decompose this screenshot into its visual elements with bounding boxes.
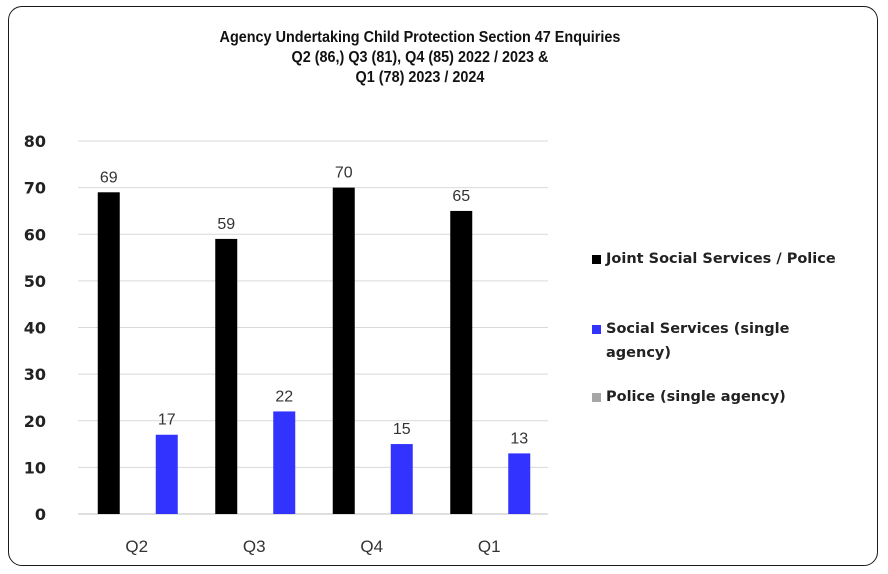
bar-joint-q2 bbox=[97, 192, 120, 514]
data-label: 59 bbox=[217, 216, 235, 233]
legend-label-joint: Joint Social Services / Police bbox=[606, 251, 836, 267]
chart-title-line-2: Q2 (86,) Q3 (81), Q4 (85) 2022 / 2023 & bbox=[291, 49, 549, 66]
bar-joint-q3 bbox=[215, 238, 238, 514]
data-label: 65 bbox=[452, 188, 470, 205]
bar-joint-q4 bbox=[332, 187, 355, 514]
x-tick-label: Q1 bbox=[478, 537, 501, 556]
chart-title: Agency Undertaking Child Protection Sect… bbox=[186, 28, 654, 88]
bar-joint-q1 bbox=[450, 210, 473, 514]
x-tick-label: Q4 bbox=[360, 537, 383, 556]
y-tick-label: 30 bbox=[24, 365, 46, 384]
chart-title-line-1: Agency Undertaking Child Protection Sect… bbox=[219, 29, 621, 46]
legend-item-social-services: Social Services (single agency) bbox=[592, 320, 822, 365]
data-label: 15 bbox=[393, 421, 411, 438]
data-label: 22 bbox=[275, 388, 293, 405]
data-label: 17 bbox=[158, 412, 176, 429]
y-tick-label: 0 bbox=[35, 505, 46, 524]
legend-label-social-services: Social Services (single agency) bbox=[606, 321, 790, 361]
y-tick-label: 50 bbox=[24, 272, 46, 291]
y-tick-label: 80 bbox=[24, 132, 46, 151]
legend-swatch-police bbox=[592, 393, 601, 402]
y-tick-label: 20 bbox=[24, 412, 46, 431]
legend-item-joint: Joint Social Services / Police bbox=[592, 250, 836, 271]
chart-frame bbox=[8, 6, 878, 566]
y-tick-label: 10 bbox=[24, 458, 46, 477]
x-tick-label: Q3 bbox=[243, 537, 266, 556]
data-label: 70 bbox=[335, 165, 353, 182]
legend-item-police: Police (single agency) bbox=[592, 388, 786, 409]
data-label: 13 bbox=[510, 430, 528, 447]
bar-social-services-q4 bbox=[390, 444, 413, 514]
chart-title-line-3: Q1 (78) 2023 / 2024 bbox=[355, 69, 485, 86]
legend-swatch-social-services bbox=[592, 325, 601, 334]
y-tick-label: 60 bbox=[24, 225, 46, 244]
bar-social-services-q2 bbox=[155, 434, 178, 514]
legend-label-police: Police (single agency) bbox=[606, 389, 786, 405]
legend-swatch-joint bbox=[592, 255, 601, 264]
bar-social-services-q1 bbox=[508, 453, 531, 514]
bar-social-services-q3 bbox=[273, 411, 296, 514]
y-tick-label: 70 bbox=[24, 179, 46, 198]
x-tick-label: Q2 bbox=[125, 537, 148, 556]
data-label: 69 bbox=[100, 169, 118, 186]
y-tick-label: 40 bbox=[24, 319, 46, 338]
